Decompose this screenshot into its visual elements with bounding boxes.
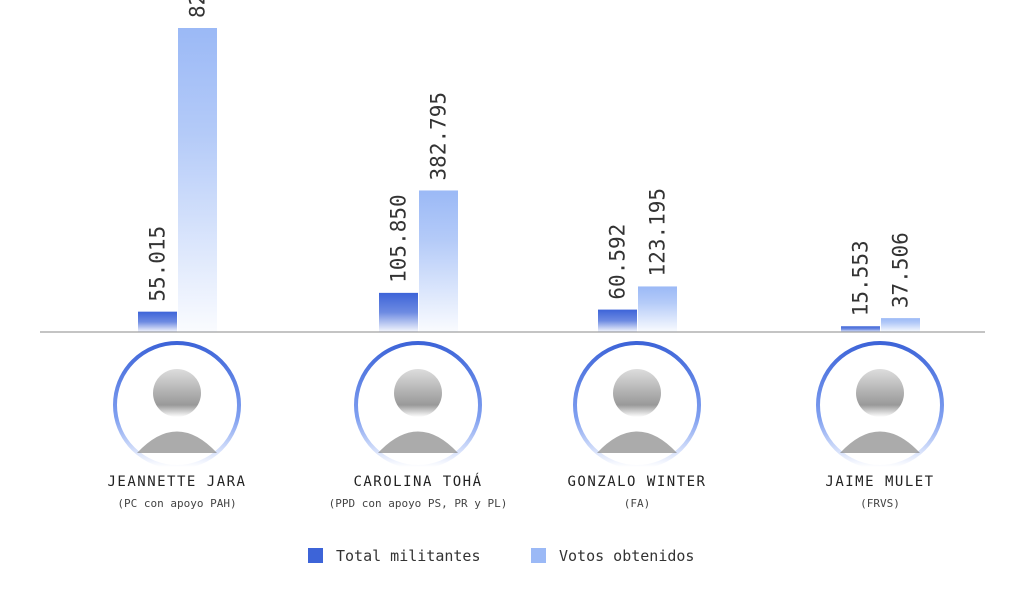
value-label: 822.235 (186, 0, 210, 18)
legend-swatch (308, 548, 323, 563)
candidate-name: CAROLINA TOHÁ (353, 473, 482, 490)
portrait-head (153, 369, 201, 417)
value-label: 55.015 (146, 226, 170, 302)
portrait-head (394, 369, 442, 417)
bar (419, 190, 458, 332)
portrait-body (597, 431, 677, 453)
portrait-body (137, 431, 217, 453)
bar (598, 309, 637, 332)
candidate-name: GONZALO WINTER (567, 474, 706, 490)
bar (638, 286, 677, 332)
candidate-party: (FRVS) (860, 497, 900, 510)
bar (379, 292, 418, 332)
portrait-head (613, 369, 661, 417)
candidate-name: JEANNETTE JARA (107, 474, 246, 490)
bar (881, 318, 920, 332)
value-label: 123.195 (646, 188, 670, 277)
portrait-head (856, 369, 904, 417)
value-label: 60.592 (606, 224, 630, 300)
bar (138, 311, 177, 332)
legend-swatch (531, 548, 546, 563)
value-label: 37.506 (889, 232, 913, 308)
candidate-party: (PC con apoyo PAH) (117, 497, 236, 510)
portrait-body (840, 431, 920, 453)
candidate-party: (PPD con apoyo PS, PR y PL) (329, 497, 508, 510)
candidate-party: (FA) (624, 497, 651, 510)
bar (178, 28, 217, 332)
value-label: 105.850 (387, 194, 411, 283)
value-label: 382.795 (427, 92, 451, 181)
bar (841, 326, 880, 332)
legend-label: Votos obtenidos (559, 547, 694, 565)
portrait-body (378, 431, 458, 453)
legend-label: Total militantes (336, 547, 481, 565)
value-label: 15.553 (849, 240, 873, 316)
candidate-name: JAIME MULET (825, 474, 934, 490)
